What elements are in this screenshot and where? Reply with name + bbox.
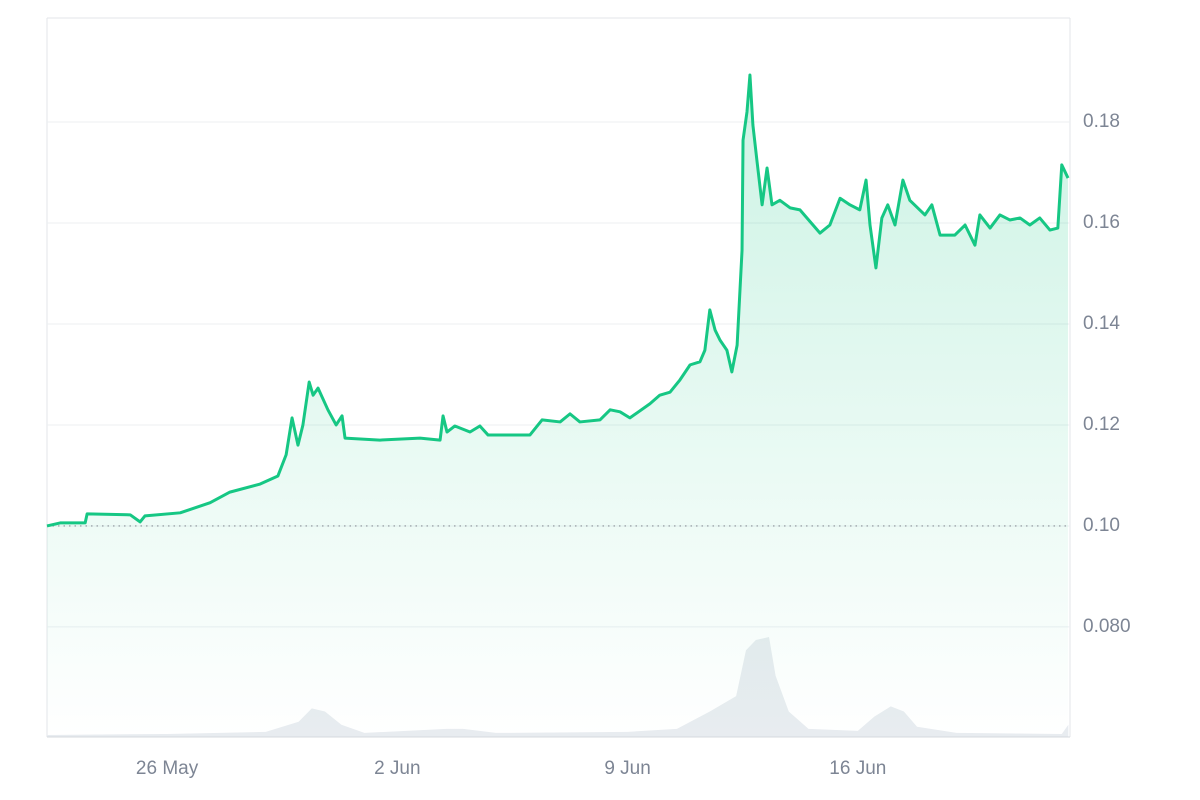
x-tick-label: 9 Jun	[604, 758, 650, 779]
x-tick-label: 26 May	[136, 758, 199, 779]
y-tick-label: 0.12	[1083, 414, 1120, 435]
y-tick-label: 0.14	[1083, 313, 1120, 334]
y-tick-label: 0.18	[1083, 111, 1120, 132]
x-tick-label: 16 Jun	[829, 758, 886, 779]
price-area	[47, 75, 1069, 737]
x-tick-label: 2 Jun	[374, 758, 420, 779]
price-line	[46, 73, 1070, 528]
y-tick-label: 0.16	[1083, 212, 1120, 233]
y-tick-label: 0.10	[1083, 515, 1120, 536]
y-tick-label: 0.080	[1083, 616, 1131, 637]
